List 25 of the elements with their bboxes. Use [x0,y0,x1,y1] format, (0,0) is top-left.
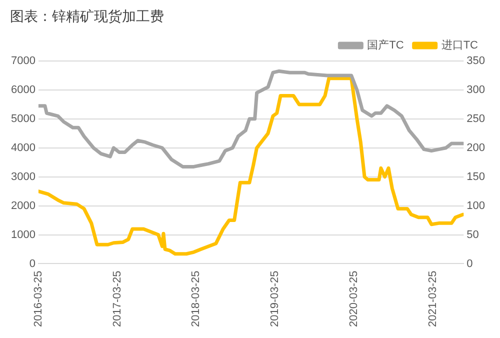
chart-title: 图表：锌精矿现货加工费 [9,8,165,26]
legend-label: 进口TC [441,38,478,52]
y2-tick-label: 0 [466,258,473,270]
x-tick-label: 2020-03-25 [348,270,360,328]
y2-tick-label: 250 [466,112,486,125]
y-tick-label: 0 [29,258,36,270]
x-tick-label: 2017-03-25 [111,270,124,328]
y2-tick-label: 50 [466,228,479,241]
y-tick-label: 7000 [10,55,36,68]
x-tick-label: 2019-03-25 [268,270,281,328]
y2-tick-label: 150 [466,170,486,183]
y2-tick-label: 100 [466,200,486,212]
x-tick-label: 2021-03-25 [426,270,439,328]
y2-tick-label: 300 [466,84,486,96]
y-tick-label: 3000 [10,170,36,183]
legend-label: 国产TC [367,38,404,52]
y-tick-label: 1000 [10,228,36,241]
y2-tick-label: 350 [466,55,486,68]
x-tick-label: 2016-03-25 [32,270,44,328]
y-tick-label: 6000 [10,84,36,96]
y-tick-label: 2000 [10,200,36,212]
y-tick-label: 5000 [10,112,36,125]
x-tick-label: 2018-03-25 [190,270,202,328]
y2-tick-label: 200 [466,142,486,154]
y-tick-label: 4000 [10,142,36,154]
